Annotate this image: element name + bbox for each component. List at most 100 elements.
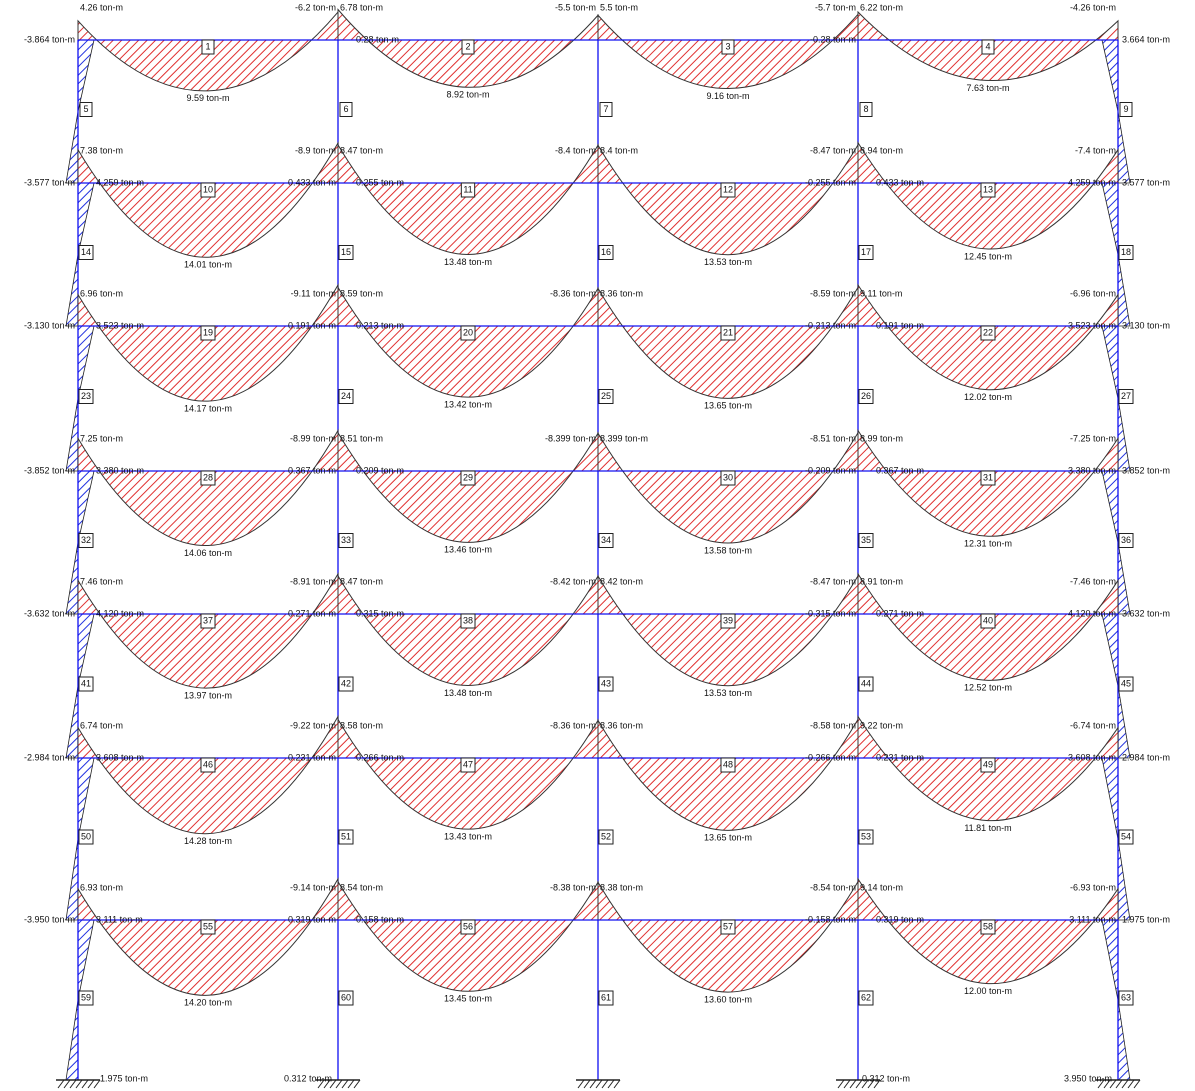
- end-moment: 9.14 ton-m: [860, 882, 903, 892]
- beam-id: 28: [203, 472, 213, 482]
- joint-moment: -0.266 ton-m: [805, 752, 856, 762]
- end-moment: -6.96 ton-m: [1070, 288, 1116, 298]
- end-moment: -9.14 ton-m: [290, 882, 336, 892]
- moment-diagram: [78, 717, 338, 834]
- midspan-moment: 7.63 ton-m: [966, 83, 1009, 93]
- joint-moment: 0.231 ton-m: [288, 752, 336, 762]
- beam-id: 11: [463, 184, 472, 194]
- end-moment: -7.4 ton-m: [1075, 145, 1116, 155]
- joint-moment: 4.120 ton-m: [1068, 608, 1116, 618]
- joint-moment: 0.271 ton-m: [288, 608, 336, 618]
- end-moment: 4.26 ton-m: [80, 2, 123, 12]
- joint-moment: 3.664 ton-m: [1122, 34, 1170, 44]
- moment-diagram: [338, 882, 598, 992]
- end-moment: -8.4 ton-m: [555, 145, 596, 155]
- beam-id: 47: [463, 759, 473, 769]
- midspan-moment: 13.48 ton-m: [444, 688, 492, 698]
- midspan-moment: 13.43 ton-m: [444, 832, 492, 842]
- joint-moment: 3.608 ton-m: [1068, 752, 1116, 762]
- joint-moment: -0.28 ton-m: [810, 34, 856, 44]
- moment-diagram: [598, 145, 858, 255]
- beam-id: 19: [203, 327, 213, 337]
- support-hatch: [64, 1080, 70, 1088]
- midspan-moment: 14.28 ton-m: [184, 836, 232, 846]
- joint-moment: 0.28 ton-m: [356, 34, 399, 44]
- midspan-moment: 12.52 ton-m: [964, 683, 1012, 693]
- beam-id: 30: [723, 472, 733, 482]
- joint-moment: -3.632 ton-m: [24, 608, 75, 618]
- support-hatch: [844, 1080, 850, 1088]
- end-moment: 8.58 ton-m: [340, 720, 383, 730]
- joint-moment: 0.255 ton-m: [356, 177, 404, 187]
- support-hatch: [850, 1080, 856, 1088]
- support-hatch: [336, 1080, 342, 1088]
- joint-moment: -0.315 ton-m: [805, 608, 856, 618]
- end-moment: -6.93 ton-m: [1070, 882, 1116, 892]
- column-id: 44: [861, 678, 871, 688]
- midspan-moment: 12.00 ton-m: [964, 986, 1012, 996]
- base-moment: 3.950 ton-m: [1064, 1073, 1112, 1083]
- column-id: 36: [1121, 535, 1131, 545]
- beam-id: 49: [983, 759, 993, 769]
- support-hatch: [590, 1080, 596, 1088]
- moment-diagram: [78, 143, 338, 257]
- end-moment: -9.11 ton-m: [291, 288, 336, 298]
- support-hatch: [608, 1080, 614, 1088]
- base-moment: 1.975 ton-m: [100, 1073, 148, 1083]
- end-moment: -5.7 ton-m: [815, 2, 856, 12]
- beam-id: 3: [725, 41, 730, 51]
- end-moment: 8.36 ton-m: [600, 720, 643, 730]
- joint-moment: -3.950 ton-m: [24, 914, 75, 924]
- midspan-moment: 14.01 ton-m: [184, 260, 232, 270]
- end-moment: -4.26 ton-m: [1070, 2, 1116, 12]
- beam-id: 20: [463, 327, 473, 337]
- column-id: 33: [341, 535, 351, 545]
- beam-id: 1: [205, 41, 210, 51]
- end-moment: 8.99 ton-m: [860, 433, 903, 443]
- moment-diagram: [78, 879, 338, 995]
- column-id: 41: [81, 678, 91, 688]
- beam-id: 10: [203, 184, 213, 194]
- midspan-moment: 13.53 ton-m: [704, 257, 752, 267]
- joint-moment: 3.852 ton-m: [1122, 465, 1170, 475]
- joint-moment: -2.984 ton-m: [24, 752, 75, 762]
- end-moment: -8.36 ton-m: [550, 720, 596, 730]
- column-id: 17: [861, 247, 871, 257]
- column-id: 14: [81, 247, 91, 257]
- column-id: 8: [863, 104, 868, 114]
- beam-id: 38: [463, 615, 473, 625]
- beam-id: 56: [463, 921, 473, 931]
- support-hatch: [58, 1080, 64, 1088]
- moment-diagram: [598, 576, 858, 686]
- column-id: 51: [341, 831, 351, 841]
- support-hatch: [342, 1080, 348, 1088]
- midspan-moment: 14.17 ton-m: [184, 403, 232, 413]
- column-id: 23: [81, 391, 91, 401]
- moment-diagram: [338, 433, 598, 543]
- joint-moment: 3.380 ton-m: [96, 465, 144, 475]
- joint-moment: 4.259 ton-m: [96, 177, 144, 187]
- end-moment: -6.74 ton-m: [1070, 720, 1116, 730]
- support-hatch: [348, 1080, 354, 1088]
- moment-diagram: [338, 719, 598, 829]
- joint-moment: 3.523 ton-m: [1068, 320, 1116, 330]
- joint-moment: 0.271 ton-m: [876, 608, 924, 618]
- beam-id: 37: [203, 615, 213, 625]
- joint-moment: 0.266 ton-m: [356, 752, 404, 762]
- moment-diagram: [78, 574, 338, 688]
- beam-id: 39: [723, 615, 733, 625]
- column-id: 18: [1121, 247, 1131, 257]
- support-hatch: [1116, 1080, 1122, 1088]
- end-moment: 8.4 ton-m: [600, 145, 638, 155]
- joint-moment: -3.864 ton-m: [24, 34, 75, 44]
- midspan-moment: 12.02 ton-m: [964, 392, 1012, 402]
- column-id: 63: [1121, 992, 1131, 1002]
- beam-id: 29: [463, 472, 473, 482]
- joint-moment: 0.433 ton-m: [876, 177, 924, 187]
- beam-id: 4: [985, 41, 990, 51]
- beam-id: 13: [983, 184, 993, 194]
- end-moment: 8.91 ton-m: [860, 576, 903, 586]
- joint-moment: 1.975 ton-m: [1122, 914, 1170, 924]
- joint-moment: 3.380 ton-m: [1068, 465, 1116, 475]
- column-id: 43: [601, 678, 611, 688]
